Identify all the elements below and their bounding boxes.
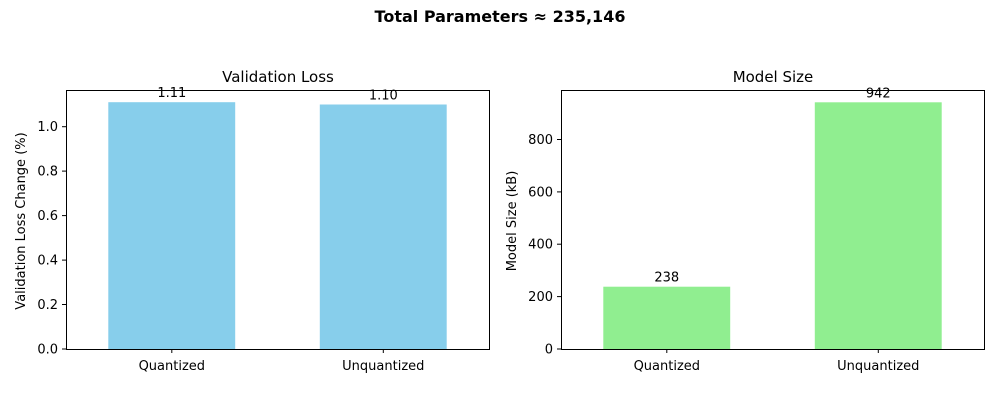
model-size-frame xyxy=(561,90,985,350)
validation-loss-title: Validation Loss xyxy=(222,68,334,86)
model-size-xtick-label-quantized: Quantized xyxy=(634,359,700,374)
validation-loss-chart: Validation Loss Validation Loss Change (… xyxy=(14,68,490,374)
validation-loss-ytick-label: 0.6 xyxy=(37,209,58,224)
model-size-ytick-label: 400 xyxy=(528,238,553,253)
validation-loss-bar-quantized xyxy=(108,102,236,349)
model-size-ytick-label: 200 xyxy=(528,290,553,305)
model-size-chart: Model Size Model Size (kB) 238 Quantized 9… xyxy=(505,68,985,374)
model-size-title: Model Size xyxy=(733,68,814,86)
validation-loss-ytick-label: 0.2 xyxy=(37,298,58,313)
model-size-bar-quantized xyxy=(603,286,731,349)
model-size-bar-unquantized xyxy=(814,102,942,349)
model-size-ytick-label: 800 xyxy=(528,133,553,148)
validation-loss-ytick-label: 0.0 xyxy=(37,343,58,358)
validation-loss-ytick-label: 0.8 xyxy=(37,165,58,180)
model-size-marks: 238 Quantized 942 Unquantized 0 200 400 600 800 xyxy=(528,86,942,374)
model-size-xtick-label-unquantized: Unquantized xyxy=(837,359,919,374)
model-size-ytick-label: 0 xyxy=(545,343,553,358)
figure-suptitle: Total Parameters ≈ 235,146 xyxy=(375,7,626,26)
validation-loss-data-label-quantized: 1.11 xyxy=(157,86,186,101)
validation-loss-frame xyxy=(66,90,490,350)
model-size-ytick-label: 600 xyxy=(528,185,553,200)
model-size-ylabel: Model Size (kB) xyxy=(505,171,520,272)
validation-loss-xtick-label-unquantized: Unquantized xyxy=(342,359,424,374)
validation-loss-xtick-label-quantized: Quantized xyxy=(139,359,205,374)
model-size-data-label-quantized: 238 xyxy=(654,271,679,286)
validation-loss-ytick-label: 1.0 xyxy=(37,120,58,135)
validation-loss-ytick-label: 0.4 xyxy=(37,254,58,269)
validation-loss-marks: 1.11 Quantized 1.10 Unquantized 0.0 0.2 0.4 0.6… xyxy=(37,86,447,374)
validation-loss-ylabel: Validation Loss Change (%) xyxy=(14,132,29,309)
validation-loss-bar-unquantized xyxy=(319,104,447,349)
model-size-data-label-unquantized: 942 xyxy=(866,86,891,101)
validation-loss-data-label-unquantized: 1.10 xyxy=(369,89,398,104)
